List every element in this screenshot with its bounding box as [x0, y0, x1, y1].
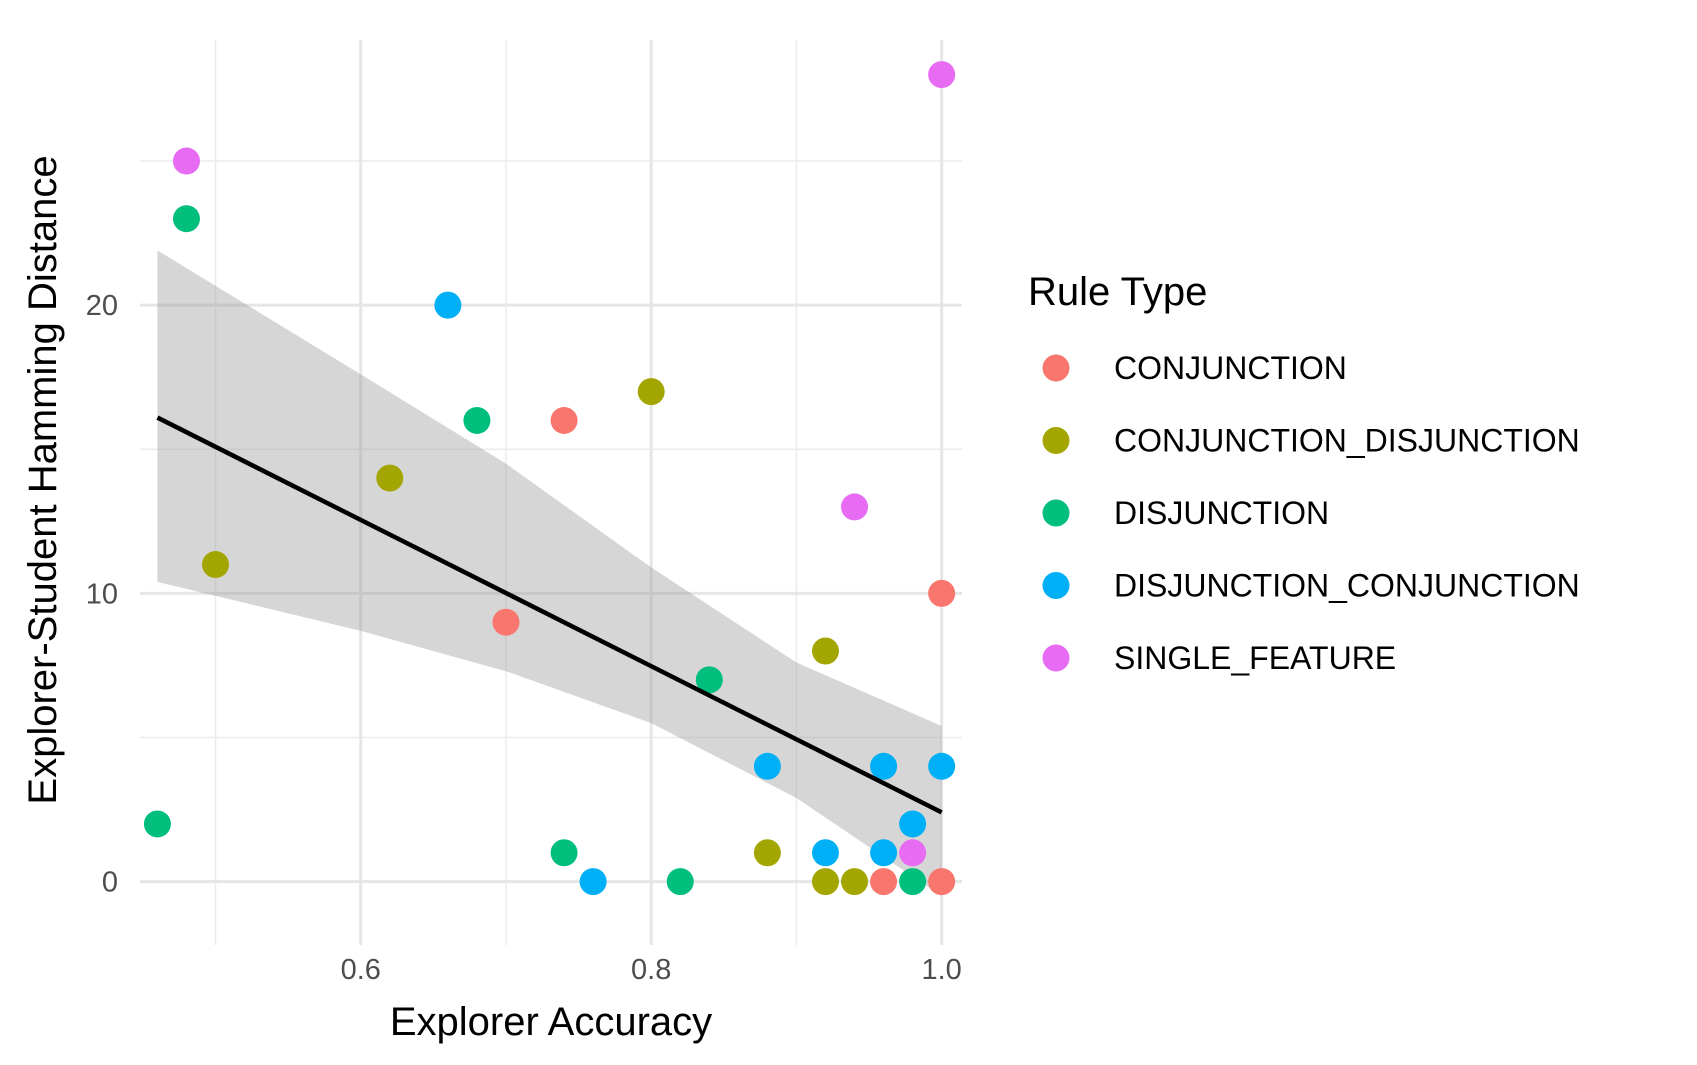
minor-gridlines [140, 40, 962, 945]
data-point [637, 378, 665, 406]
data-points-layer [143, 61, 956, 896]
data-point [899, 868, 927, 896]
data-point [841, 493, 869, 521]
data-point [928, 579, 956, 607]
data-point [870, 868, 898, 896]
data-point [811, 868, 839, 896]
data-point [463, 406, 491, 434]
confidence-band [157, 250, 942, 897]
legend-title: Rule Type [1028, 270, 1207, 314]
data-point [870, 752, 898, 780]
legend-label: CONJUNCTION_DISJUNCTION [1114, 423, 1580, 459]
data-point [928, 868, 956, 896]
data-point [376, 464, 404, 492]
x-axis-tick-labels: 0.6 0.8 1.0 [341, 954, 962, 986]
data-point [899, 839, 927, 867]
legend-swatch [1042, 572, 1070, 599]
y-tick-label: 20 [86, 290, 118, 322]
regression-line [156, 415, 943, 815]
y-axis-title: Explorer-Student Hamming Distance [21, 155, 65, 804]
data-point [492, 608, 520, 636]
y-tick-label: 10 [86, 578, 118, 610]
legend-swatch [1042, 427, 1070, 454]
legend-label: DISJUNCTION [1114, 495, 1329, 531]
data-point [202, 551, 230, 579]
data-point [811, 637, 839, 665]
x-tick-label: 1.0 [922, 954, 962, 986]
data-point [928, 752, 956, 780]
x-axis-title: Explorer Accuracy [390, 1000, 712, 1044]
data-point [434, 291, 462, 319]
data-point [870, 839, 898, 867]
x-tick-label: 0.8 [631, 954, 671, 986]
data-point [753, 839, 781, 867]
data-point [841, 868, 869, 896]
legend-swatch [1042, 644, 1070, 672]
data-point [928, 61, 956, 89]
legend-label: DISJUNCTION_CONJUNCTION [1114, 568, 1580, 604]
plot-panel [140, 40, 962, 945]
y-axis-tick-labels: 0 10 20 [86, 290, 118, 898]
confidence-band-layer [157, 250, 942, 897]
data-point [811, 839, 839, 867]
data-point [753, 752, 781, 780]
x-tick-label: 0.6 [341, 954, 381, 986]
data-point [695, 666, 723, 694]
data-point [550, 839, 578, 867]
data-point [579, 868, 607, 896]
y-tick-label: 0 [102, 867, 118, 899]
legend-swatch [1042, 354, 1070, 382]
legend: Rule Type CONJUNCTION CONJUNCTION_DISJUNC… [1028, 270, 1580, 676]
data-point [172, 205, 200, 233]
data-point [550, 406, 578, 434]
legend-swatch [1042, 499, 1070, 527]
data-point [143, 810, 171, 838]
legend-label: SINGLE_FEATURE [1114, 640, 1396, 676]
legend-label: CONJUNCTION [1114, 350, 1347, 386]
legend-items: CONJUNCTION CONJUNCTION_DISJUNCTION DISJUN… [1042, 350, 1580, 676]
data-point [172, 147, 200, 175]
data-point [666, 868, 694, 896]
data-point [899, 810, 927, 838]
regression-line-layer [156, 415, 943, 815]
